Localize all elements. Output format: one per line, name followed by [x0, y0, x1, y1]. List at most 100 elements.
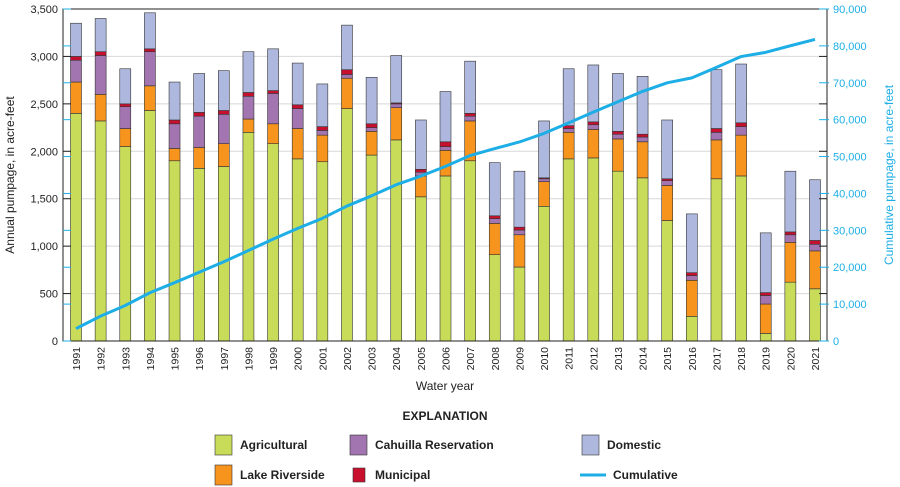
bar-stack-2008	[488, 162, 501, 342]
bar-municipal	[612, 131, 624, 135]
bar-agricultural	[759, 333, 772, 342]
bar-stack-2010	[538, 120, 550, 342]
bar-domestic	[119, 68, 132, 105]
bar-stack-2003	[365, 76, 378, 342]
bar-municipal	[686, 272, 698, 276]
bar-agricultural	[94, 120, 107, 342]
legend-swatch-cahuilla-reservation	[349, 434, 368, 456]
bar-domestic	[242, 51, 255, 93]
bar-domestic	[267, 48, 279, 91]
y2-tick-label: 50,000	[833, 152, 867, 164]
bar-lake-riverside	[759, 303, 772, 334]
y2-tick-label: 90,000	[833, 4, 867, 16]
bar-agricultural	[612, 170, 624, 342]
x-tick-label: 2002	[342, 347, 354, 371]
bar-cahuilla-reservation	[587, 124, 600, 130]
legend-swatch-lake-riverside	[214, 464, 233, 486]
legend-swatch-municipal	[352, 467, 366, 483]
bar-stack-2005	[415, 119, 427, 342]
bar-lake-riverside	[415, 175, 427, 198]
bar-stack-1996	[193, 73, 205, 342]
x-axis: 1991 1992 1993 1994 1995 1996 1997 1998 1999 2000…	[71, 347, 822, 371]
bar-municipal	[168, 119, 181, 125]
bar-lake-riverside	[218, 143, 230, 167]
bar-agricultural	[587, 157, 600, 342]
y2-axis-label: Cumulative pumpage, in acre-feet	[882, 84, 896, 265]
bar-domestic	[144, 12, 156, 50]
bar-domestic	[291, 62, 304, 106]
bar-municipal	[193, 112, 205, 117]
bar-municipal	[94, 51, 107, 56]
x-tick-label: 2006	[441, 347, 453, 371]
x-tick-label: 2009	[514, 347, 526, 371]
bar-cahuilla-reservation	[513, 229, 526, 236]
bar-municipal	[242, 92, 255, 97]
bar-domestic	[341, 24, 353, 71]
y-tick-label: 1,500	[30, 194, 58, 206]
y-tick-label: 500	[40, 289, 58, 301]
x-tick-label: 2003	[367, 347, 379, 371]
bar-cahuilla-reservation	[735, 126, 747, 136]
bar-stack-1997	[218, 70, 230, 342]
bar-cahuilla-reservation	[365, 127, 378, 132]
x-tick-label: 2011	[564, 347, 576, 370]
bar-lake-riverside	[316, 134, 329, 163]
legend-label: Lake Riverside	[240, 468, 325, 482]
bar-domestic	[464, 60, 476, 114]
bar-lake-riverside	[809, 250, 821, 290]
bar-lake-riverside	[390, 107, 403, 141]
bar-cahuilla-reservation	[439, 146, 452, 151]
y-tick-label: 0	[52, 336, 58, 348]
bar-stack-2015	[661, 119, 674, 342]
bar-domestic	[538, 120, 550, 179]
bar-domestic	[735, 63, 747, 124]
bar-agricultural	[365, 154, 378, 342]
bar-agricultural	[316, 161, 329, 342]
bar-cahuilla-reservation	[267, 93, 279, 125]
bar-stack-2007	[464, 60, 476, 342]
bar-domestic	[686, 213, 698, 274]
bar-cahuilla-reservation	[144, 51, 156, 87]
bar-municipal	[439, 141, 452, 147]
bar-domestic	[587, 64, 600, 123]
x-tick-label: 2007	[465, 347, 477, 371]
bar-agricultural	[390, 139, 403, 342]
bar-cahuilla-reservation	[562, 128, 575, 133]
bar-agricultural	[119, 146, 132, 342]
x-tick-label: 1999	[268, 347, 280, 371]
bar-domestic	[710, 69, 723, 129]
bar-stack-2014	[636, 76, 649, 342]
bar-stack-2013	[612, 73, 624, 342]
bar-municipal	[291, 104, 304, 109]
bar-agricultural	[538, 206, 550, 342]
y-tick-label: 2,500	[30, 99, 58, 111]
bar-lake-riverside	[144, 85, 156, 111]
x-tick-label: 1998	[243, 347, 255, 371]
bar-domestic	[636, 76, 649, 135]
bar-domestic	[784, 170, 797, 233]
bar-stack-1999	[267, 48, 279, 342]
bar-agricultural	[488, 254, 501, 342]
x-tick-label: 1994	[145, 347, 157, 371]
bar-lake-riverside	[488, 223, 501, 255]
legend-label: Domestic	[607, 438, 661, 452]
bar-stack-2006	[439, 91, 452, 342]
bar-agricultural	[513, 266, 526, 342]
bar-lake-riverside	[686, 279, 698, 317]
bar-cahuilla-reservation	[341, 74, 353, 79]
bar-lake-riverside	[612, 138, 624, 172]
bar-stack-2017	[710, 69, 723, 342]
bar-lake-riverside	[587, 129, 600, 159]
y-axis-label: Annual pumpage, in acre-feet	[3, 96, 17, 254]
y2-tick-label: 0	[833, 336, 839, 348]
bar-cahuilla-reservation	[759, 295, 772, 305]
bar-stack-2004	[390, 55, 403, 342]
x-tick-label: 2014	[638, 347, 650, 371]
bar-cahuilla-reservation	[94, 55, 107, 95]
right-axis: 0 10,000 20,000 30,000 40,000 50,000 60,000 70,…	[63, 4, 867, 348]
bar-domestic	[94, 18, 107, 52]
bar-lake-riverside	[168, 148, 181, 162]
bar-agricultural	[439, 175, 452, 342]
bar-agricultural	[218, 166, 230, 342]
